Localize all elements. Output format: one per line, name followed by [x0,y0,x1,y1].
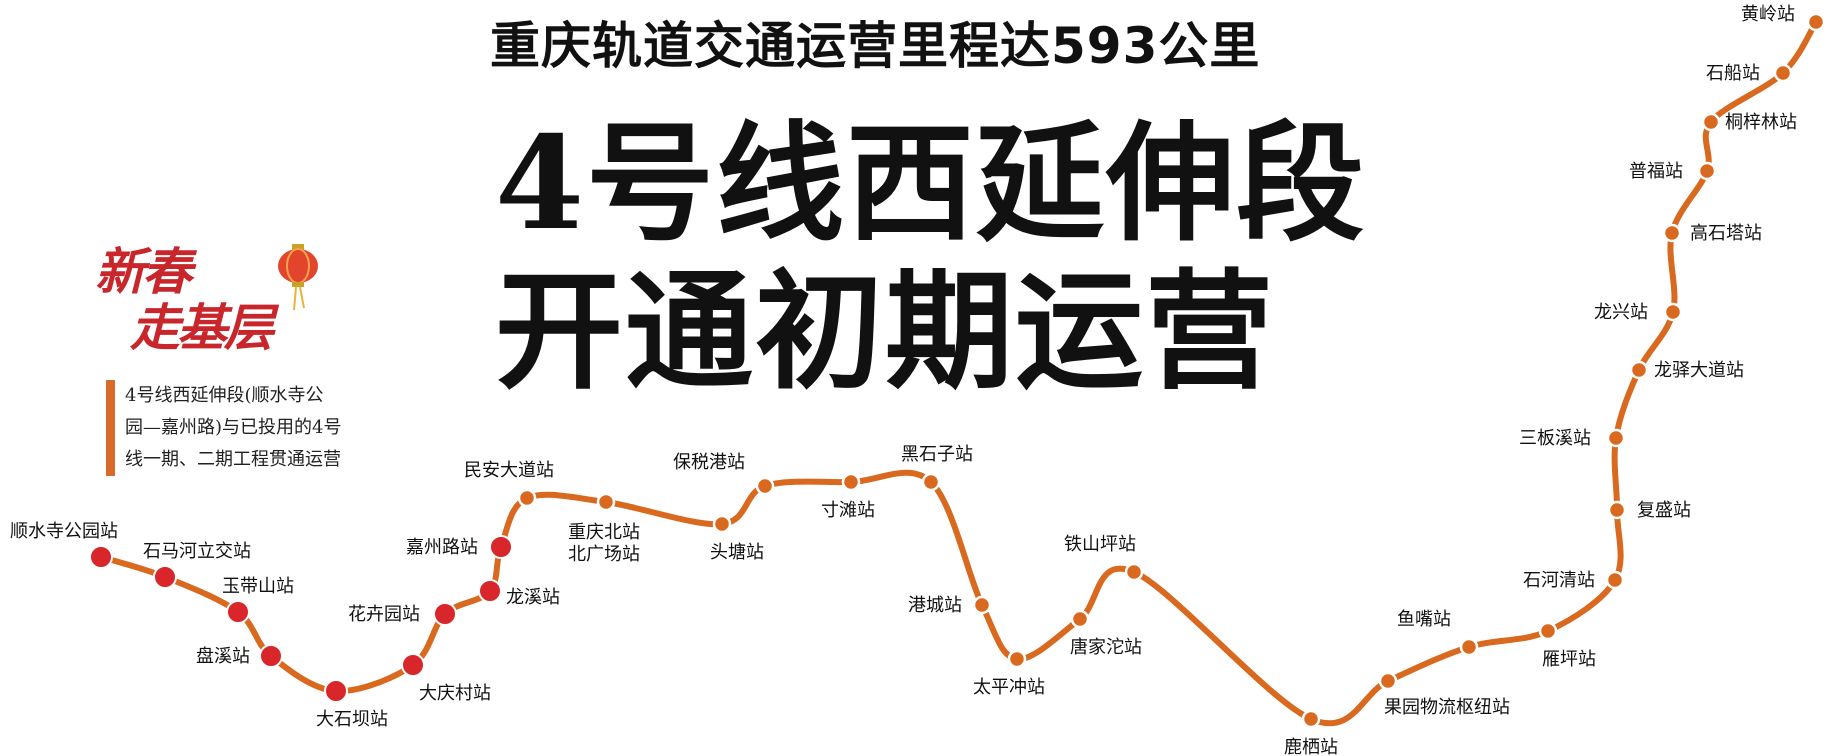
station-label-11-line2: 北广场站 [568,544,640,565]
station-marker-3 [226,600,250,624]
station-marker-27 [1629,360,1649,380]
station-label-9: 嘉州路站 [406,537,478,558]
station-marker-23 [1538,621,1558,641]
station-label-31: 桐梓林站 [1725,112,1797,133]
route-line [98,19,1819,727]
station-marker-20 [1301,709,1321,729]
caption-line-3: 线一期、二期工程贯通运营 [125,449,341,470]
station-marker-14 [841,472,861,492]
station-marker-8 [478,579,502,603]
station-marker-24 [1605,570,1625,590]
station-label-6: 大庆村站 [419,683,491,704]
station-marker-18 [1070,609,1090,629]
station-marker-11 [596,492,616,512]
station-marker-2 [153,565,177,589]
station-marker-5 [324,679,348,703]
caption-line-1: 4号线西延伸段(顺水寺公 [125,385,324,406]
station-label-16: 港城站 [908,595,962,616]
station-label-27: 龙驿大道站 [1654,360,1744,381]
station-label-4: 盘溪站 [196,646,250,667]
station-marker-31 [1701,112,1721,132]
station-label-25: 复盛站 [1637,500,1691,521]
headline: 重庆轨道交通运营里程达593公里 [490,17,1261,75]
station-label-2: 石马河立交站 [143,541,251,562]
station-marker-15 [921,472,941,492]
station-marker-30 [1697,161,1717,181]
station-marker-28 [1663,302,1683,322]
station-label-30: 普福站 [1629,161,1683,182]
station-label-15: 黑石子站 [901,444,973,465]
station-label-32: 石船站 [1706,63,1760,84]
station-label-7: 花卉园站 [348,604,420,625]
station-label-24: 石河清站 [1523,570,1595,591]
station-label-20: 鹿栖站 [1284,737,1338,756]
station-marker-6 [401,653,425,677]
station-marker-26 [1606,428,1626,448]
station-label-17: 太平冲站 [973,677,1045,698]
station-marker-17 [1007,649,1027,669]
caption: 4号线西延伸段(顺水寺公 园—嘉州路)与已投用的4号 线一期、二期工程贯通运营 [106,380,410,476]
title-line-2: 开通初期运营 [495,257,1276,407]
station-label-8: 龙溪站 [506,587,560,608]
station-label-10: 民安大道站 [464,460,554,481]
station-marker-32 [1773,63,1793,83]
station-label-1: 顺水寺公园站 [10,521,118,542]
station-label-21: 果园物流枢纽站 [1384,697,1510,718]
station-label-33: 黄岭站 [1741,4,1795,25]
station-marker-13 [755,476,775,496]
station-label-22: 鱼嘴站 [1397,609,1451,630]
station-marker-4 [259,644,283,668]
station-marker-10 [517,488,537,508]
lantern-icon [278,244,318,311]
station-marker-16 [972,595,992,615]
station-label-29: 高石塔站 [1690,223,1762,244]
station-label-19: 铁山坪站 [1064,534,1136,555]
station-marker-21 [1378,671,1398,691]
station-marker-7 [433,602,457,626]
station-marker-9 [489,535,513,559]
badge-line-1: 新春 [95,242,192,301]
station-label-3: 玉带山站 [222,576,294,597]
station-label-13: 保税港站 [673,452,745,473]
caption-line-2: 园—嘉州路)与已投用的4号 [125,417,342,438]
station-marker-22 [1459,637,1479,657]
station-label-5: 大石坝站 [316,709,388,730]
station-label-18: 唐家沱站 [1070,637,1142,658]
station-label-28: 龙兴站 [1594,302,1648,323]
station-marker-25 [1607,500,1627,520]
station-marker-19 [1124,562,1144,582]
station-label-23: 雁坪站 [1542,649,1596,670]
station-label-14: 寸滩站 [821,500,875,521]
title-line-1: 4号线西延伸段 [495,109,1367,259]
station-marker-1 [89,545,113,569]
station-marker-12 [712,514,732,534]
new-year-badge: 新春 走基层 [95,232,345,362]
badge-line-2: 走基层 [130,298,274,357]
station-label-11: 重庆北站 [568,522,640,543]
station-label-26: 三板溪站 [1519,428,1591,449]
station-marker-33 [1806,12,1826,32]
station-marker-29 [1662,223,1682,243]
station-label-12: 头塘站 [710,542,764,563]
